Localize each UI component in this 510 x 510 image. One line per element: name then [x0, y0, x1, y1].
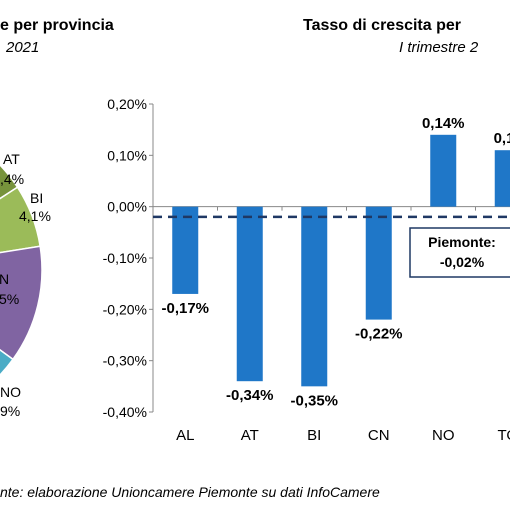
left-chart-subtitle: 2021 [6, 39, 40, 56]
pie-label-prov: AT [3, 151, 20, 167]
x-tick-label: TO [497, 427, 510, 444]
y-tick-label: 0,10% [107, 147, 147, 163]
x-tick-label: BI [307, 427, 321, 444]
piemonte-label-box [409, 227, 510, 278]
y-tick-label: -0,30% [103, 353, 147, 369]
piemonte-label-line2: -0,02% [440, 254, 485, 270]
pie-label-prov: N [0, 271, 9, 287]
pie-slice-cn [0, 245, 43, 361]
y-tick-label: -0,10% [103, 250, 147, 266]
bar-to [494, 150, 510, 207]
x-tick-label: CN [368, 427, 390, 444]
bar-cn [365, 206, 392, 320]
bar-value-label: -0,34% [226, 387, 274, 404]
x-tick-label: AT [241, 427, 259, 444]
pie-slices [0, 164, 43, 376]
pie-label-pct: 9% [0, 403, 20, 419]
y-tick-label: -0,20% [103, 301, 147, 317]
x-tick-label: NO [432, 427, 455, 444]
bar-value-label: -0,35% [290, 392, 338, 409]
pie-slice-no [0, 348, 15, 376]
y-tick-label: 0,00% [107, 199, 147, 215]
bar-value-label: -0,22% [355, 326, 403, 343]
source-note: nte: elaborazione Unioncamere Piemonte s… [0, 484, 380, 500]
y-axis: 0,20% 0,10% 0,00% -0,10% -0,20% -0,30% -0,40% [103, 96, 154, 420]
bar-al [172, 206, 199, 294]
x-axis: AL AT BI CN NO TO [153, 206, 510, 444]
pie-label-prov: NO [0, 384, 21, 400]
right-chart-subtitle: I trimestre 2 [399, 39, 479, 56]
pie-label-pct: 4,1% [19, 208, 51, 224]
pie-label-pct: 5% [0, 291, 19, 307]
bar-value-label: 0,11 [494, 130, 510, 147]
x-tick-label: AL [176, 427, 194, 444]
y-tick-label: -0,40% [103, 404, 147, 420]
bar-group: -0,17% -0,34% -0,35% -0,22% 0,14% 0,11 [161, 115, 510, 409]
reference-line-group: Piemonte: -0,02% [153, 215, 510, 278]
bar-bi [301, 206, 328, 387]
bar-no [430, 134, 457, 207]
left-chart-title: e per provincia [0, 17, 114, 34]
pie-labels: AT ,4% BI 4,1% N 5% NO 9% [0, 151, 51, 419]
piemonte-label-line1: Piemonte: [428, 234, 496, 250]
bar-value-label: -0,17% [161, 300, 209, 317]
right-chart-title: Tasso di crescita per [303, 17, 461, 34]
pie-label-pct: ,4% [0, 171, 24, 187]
bar-at [236, 206, 263, 382]
y-tick-label: 0,20% [107, 96, 147, 112]
bar-value-label: 0,14% [422, 115, 465, 132]
pie-label-prov: BI [30, 190, 43, 206]
